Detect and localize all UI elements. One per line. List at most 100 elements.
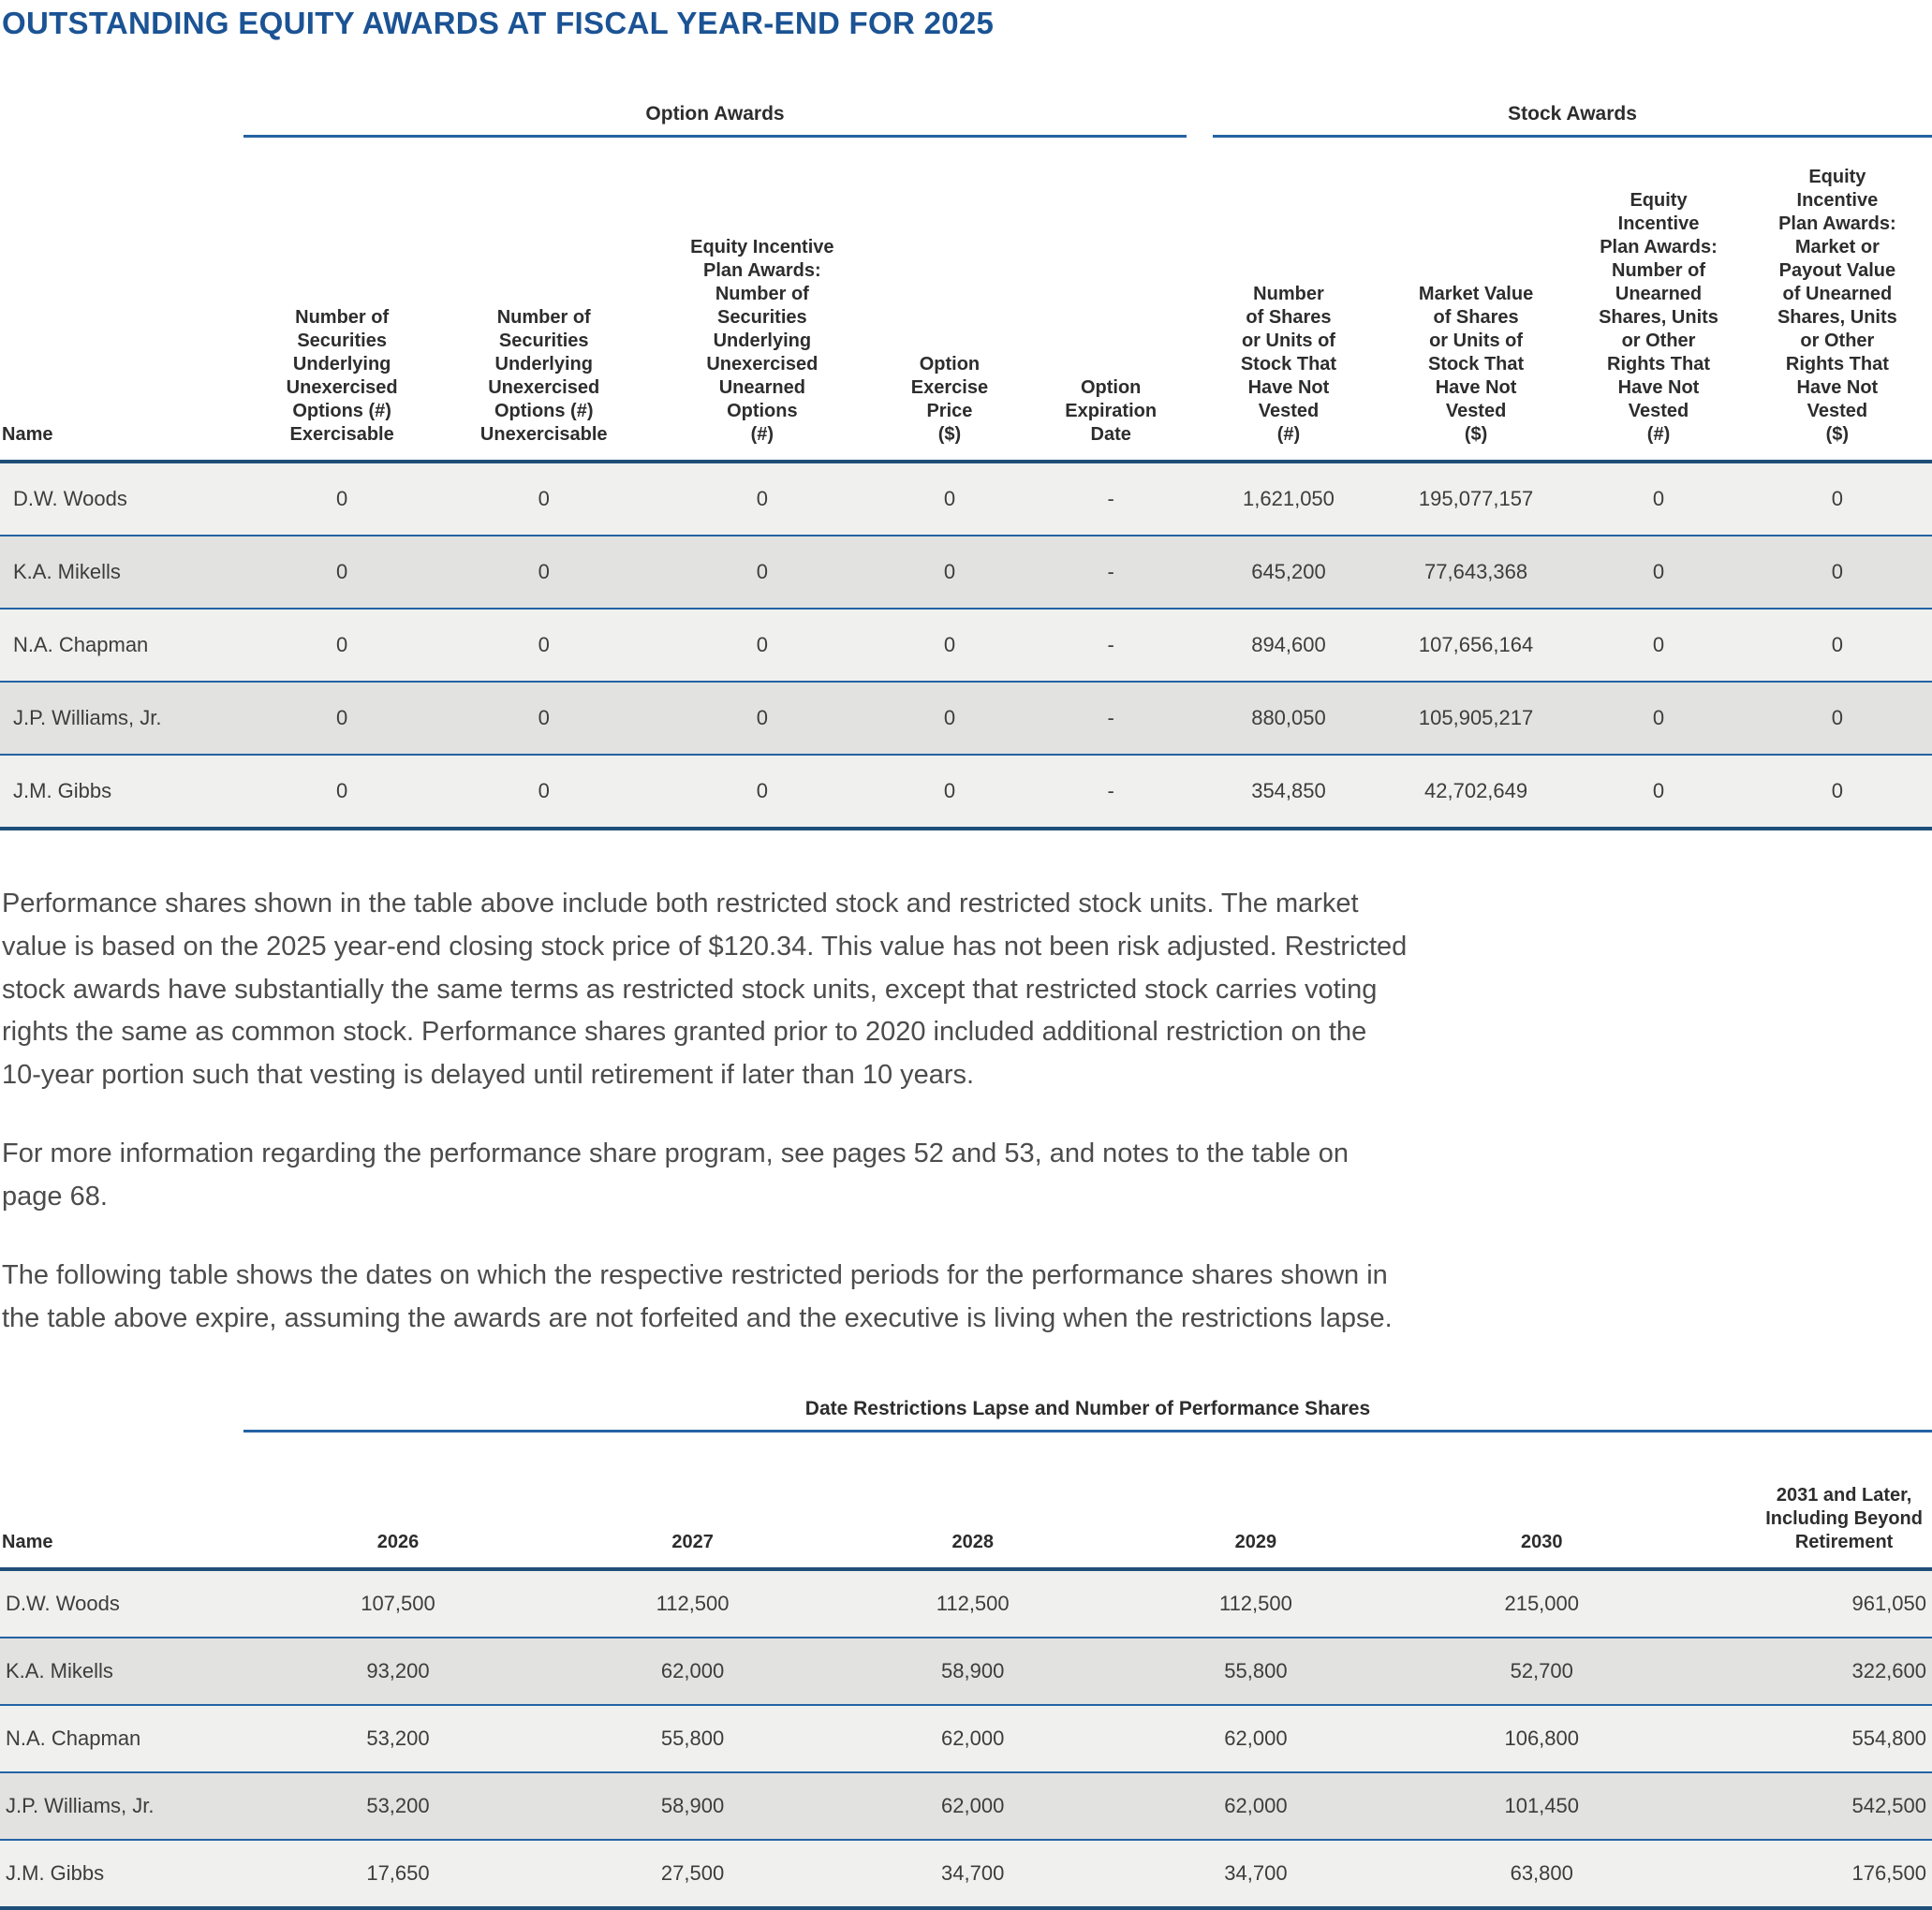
group-header-option-awards: Option Awards xyxy=(243,103,1200,138)
table-cell: 176,500 xyxy=(1851,1861,1926,1886)
table-cell: 0 xyxy=(943,706,956,729)
table-row: J.P. Williams, Jr. 53,200 58,900 62,000 … xyxy=(0,1772,1932,1841)
column-header-unearned-payout: Equity Incentive Plan Awards: Market or … xyxy=(1777,167,1897,445)
table-cell: 112,500 xyxy=(1218,1592,1292,1616)
table-cell: 961,050 xyxy=(1851,1592,1926,1616)
group-header-spacer xyxy=(0,1398,243,1432)
table-cell: 0 xyxy=(336,706,348,729)
table-cell: 52,700 xyxy=(1510,1659,1573,1683)
table-cell: 354,850 xyxy=(1251,779,1326,802)
table-cell: 0 xyxy=(538,706,550,729)
paragraph-following-table: The following table shows the dates on w… xyxy=(2,1259,1393,1333)
table-cell: 554,800 xyxy=(1851,1726,1926,1751)
page-title: OUTSTANDING EQUITY AWARDS AT FISCAL YEAR… xyxy=(2,6,995,40)
column-header-exercisable: Number of Securities Underlying Unexerci… xyxy=(286,307,398,445)
column-header-exercise-price: Option Exercise Price ($) xyxy=(910,354,989,445)
table-cell: 0 xyxy=(538,487,550,510)
table-cell: 0 xyxy=(1831,706,1843,729)
group-header-date-restrictions: Date Restrictions Lapse and Number of Pe… xyxy=(243,1398,1932,1433)
column-header-shares-not-vested: Number of Shares or Units of Stock That … xyxy=(1240,284,1337,445)
column-header-unearned-options: Equity Incentive Plan Awards: Number of … xyxy=(690,237,834,445)
group-header-row: Option Awards Stock Awards xyxy=(0,103,1932,138)
table-cell: 0 xyxy=(538,560,550,583)
table-cell: 42,702,649 xyxy=(1424,779,1528,802)
table-cell: 0 xyxy=(336,487,348,510)
table-cell: 101,450 xyxy=(1504,1794,1579,1818)
table-cell: 0 xyxy=(943,779,956,802)
option-awards-group-label: Option Awards xyxy=(243,103,1187,138)
column-header-2031-label: 2031 and Later, Including Beyond Retirem… xyxy=(1765,1485,1923,1553)
table-cell: 0 xyxy=(943,487,956,510)
table-row: N.A. Chapman 53,200 55,800 62,000 62,000… xyxy=(0,1705,1932,1773)
column-header-row: Name 2026 2027 2028 2029 2030 2031 and L… xyxy=(0,1432,1932,1570)
executive-name: J.P. Williams, Jr. xyxy=(6,1794,155,1818)
table-cell: 27,500 xyxy=(660,1861,725,1886)
table-cell: 55,800 xyxy=(660,1726,725,1751)
table-row: D.W. Woods 107,500 112,500 112,500 112,5… xyxy=(0,1569,1932,1638)
group-header-row: Date Restrictions Lapse and Number of Pe… xyxy=(0,1398,1932,1433)
table-cell: 112,500 xyxy=(656,1592,730,1616)
executive-name: K.A. Mikells xyxy=(13,560,121,583)
table-cell: 107,500 xyxy=(361,1592,435,1616)
table-cell: 106,800 xyxy=(1504,1726,1579,1751)
table-cell: 58,900 xyxy=(941,1659,1005,1683)
table-cell: 0 xyxy=(756,560,768,583)
table-cell: 34,700 xyxy=(941,1861,1005,1886)
executive-name: N.A. Chapman xyxy=(13,633,149,656)
table-cell: 63,800 xyxy=(1510,1861,1573,1886)
table-cell: 195,077,157 xyxy=(1418,487,1534,510)
table-cell: - xyxy=(1107,633,1114,656)
table-cell: 215,000 xyxy=(1504,1592,1579,1616)
table-cell: 105,905,217 xyxy=(1418,706,1534,729)
table-cell: 77,643,368 xyxy=(1424,560,1528,583)
table-cell: 53,200 xyxy=(366,1726,430,1751)
table-cell: 894,600 xyxy=(1251,633,1326,656)
column-header-2026: 2026 xyxy=(376,1532,420,1553)
table-cell: 34,700 xyxy=(1224,1861,1288,1886)
column-header-market-value: Market Value of Shares or Units of Stock… xyxy=(1418,284,1534,445)
column-header-row: Name Number of Securities Underlying Une… xyxy=(0,138,1932,462)
paragraph-more-information: For more information regarding the perfo… xyxy=(2,1139,1349,1212)
table-row: K.A. Mikells 0 0 0 0 - 645,200 77,643,36… xyxy=(0,536,1932,609)
body-copy: Performance shares shown in the table ab… xyxy=(2,883,1932,1340)
table-cell: 0 xyxy=(1652,633,1665,656)
table-cell: 62,000 xyxy=(660,1659,725,1683)
table-cell: 0 xyxy=(1831,633,1843,656)
table-cell: 0 xyxy=(538,633,550,656)
group-header-stock-awards: Stock Awards xyxy=(1200,103,1932,138)
column-header-name: Name xyxy=(2,1532,53,1553)
column-header-unearned-shares: Equity Incentive Plan Awards: Number of … xyxy=(1599,190,1718,445)
column-header-unexercisable: Number of Securities Underlying Unexerci… xyxy=(479,307,608,445)
table-cell: - xyxy=(1107,706,1114,729)
table-cell: 62,000 xyxy=(941,1726,1005,1751)
table-cell: 0 xyxy=(1831,560,1843,583)
table-row: J.M. Gibbs 0 0 0 0 - 354,850 42,702,649 … xyxy=(0,755,1932,829)
table-cell: 0 xyxy=(1831,779,1843,802)
table-cell: 0 xyxy=(756,633,768,656)
table-row: K.A. Mikells 93,200 62,000 58,900 55,800… xyxy=(0,1638,1932,1706)
table-row: N.A. Chapman 0 0 0 0 - 894,600 107,656,1… xyxy=(0,609,1932,682)
table-cell: 112,500 xyxy=(936,1592,1010,1616)
table-cell: 62,000 xyxy=(1224,1794,1288,1818)
column-header-2028: 2028 xyxy=(951,1532,994,1553)
table-cell: 0 xyxy=(756,706,768,729)
table-row: D.W. Woods 0 0 0 0 - 1,621,050 195,077,1… xyxy=(0,462,1932,536)
table-cell: 53,200 xyxy=(366,1794,430,1818)
table-cell: 322,600 xyxy=(1851,1659,1926,1683)
executive-name: D.W. Woods xyxy=(13,487,127,510)
table-cell: 0 xyxy=(336,633,348,656)
table-cell: 542,500 xyxy=(1851,1794,1926,1818)
table-cell: 0 xyxy=(1652,779,1665,802)
group-header-spacer xyxy=(0,103,243,138)
column-header-2030: 2030 xyxy=(1520,1532,1563,1553)
table-cell: 0 xyxy=(336,779,348,802)
paragraph-performance-shares: Performance shares shown in the table ab… xyxy=(2,889,1408,1091)
table-cell: 0 xyxy=(943,633,956,656)
table-cell: 62,000 xyxy=(941,1794,1005,1818)
column-header-name: Name xyxy=(2,424,53,445)
executive-name: J.P. Williams, Jr. xyxy=(13,706,162,729)
table-cell: 62,000 xyxy=(1224,1726,1288,1751)
table-cell: - xyxy=(1107,560,1114,583)
date-restrictions-group-label: Date Restrictions Lapse and Number of Pe… xyxy=(243,1398,1932,1433)
restrictions-lapse-table: Date Restrictions Lapse and Number of Pe… xyxy=(0,1398,1932,1910)
